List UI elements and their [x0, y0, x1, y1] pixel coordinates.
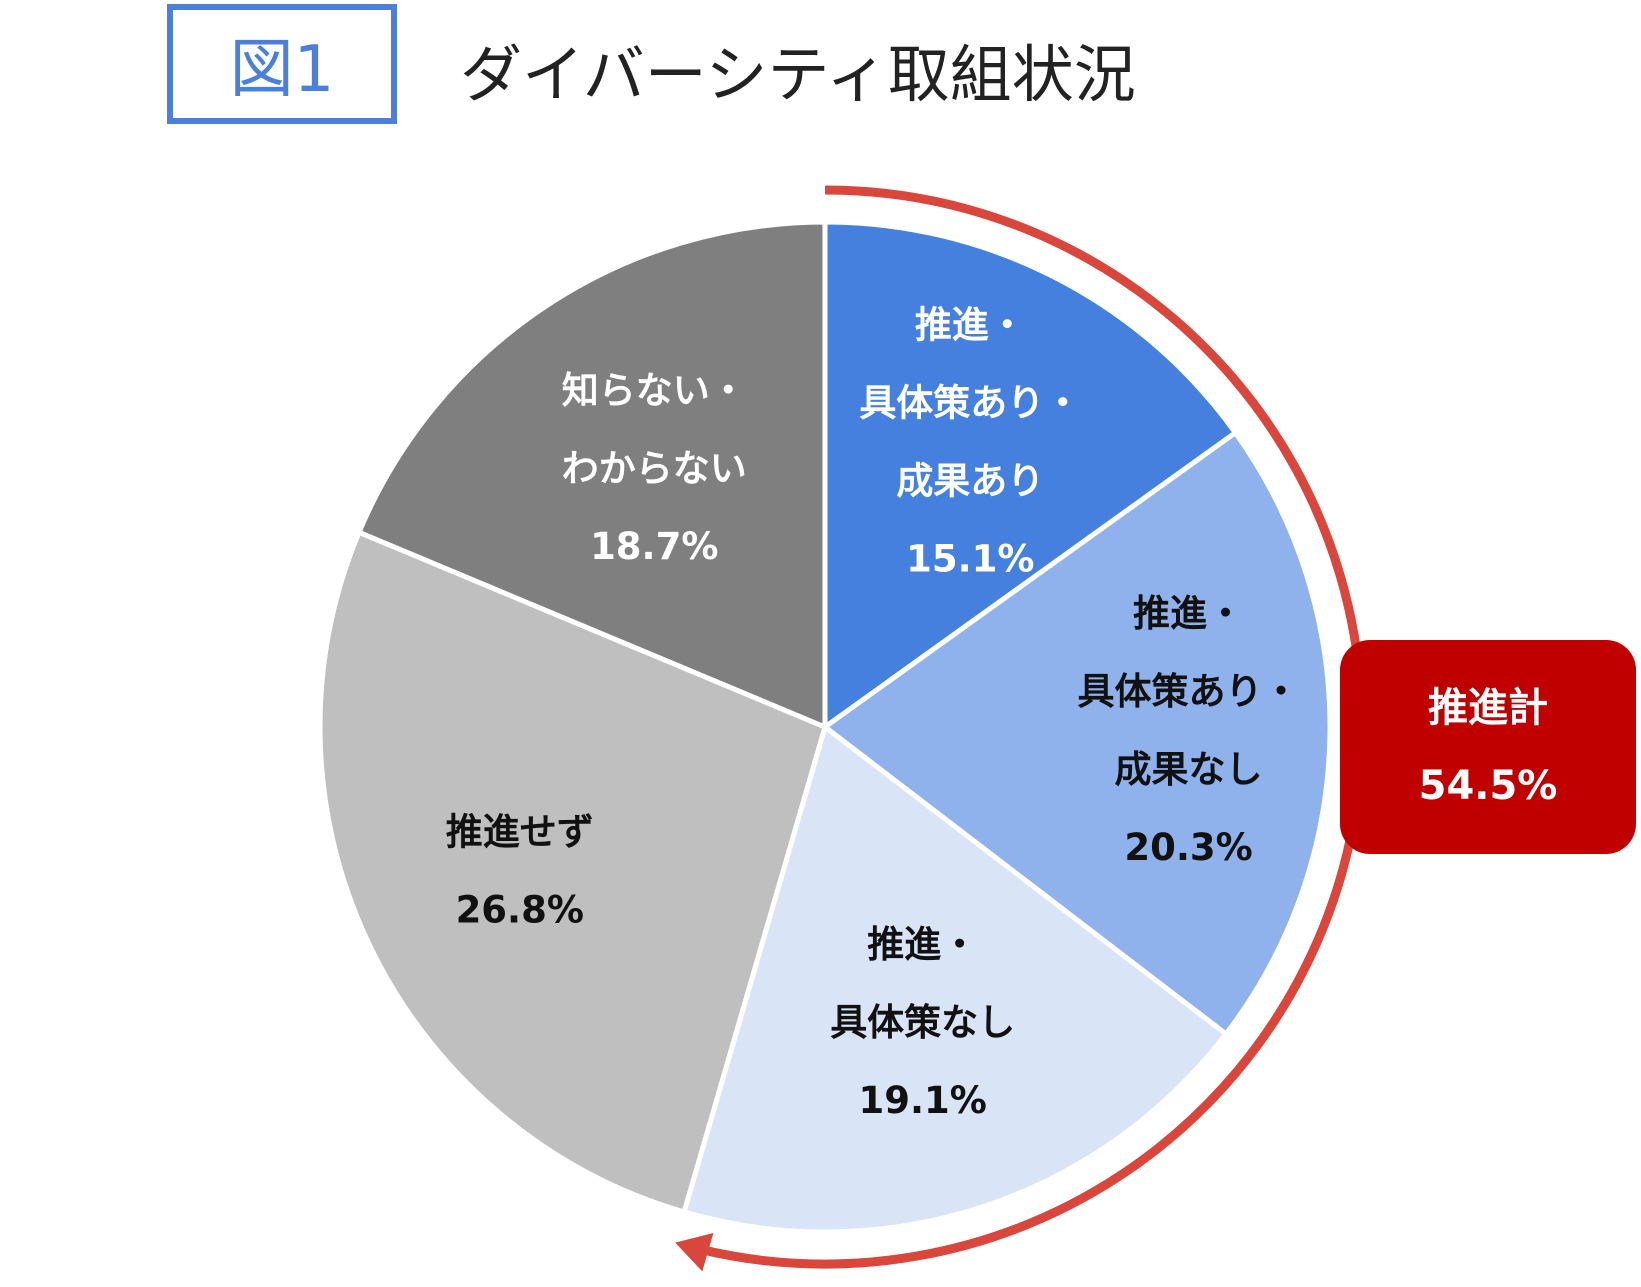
pie-slice-5	[355, 219, 828, 731]
slice-category-label: 知らない・	[562, 369, 747, 412]
pie-slice-4	[317, 529, 829, 1216]
slice-category-label: 具体策あり・	[1078, 670, 1300, 713]
slice-label-2: 推進・具体策あり・成果なし 20.3%	[1078, 592, 1300, 869]
slice-value-label: 19.1%	[859, 1079, 987, 1122]
slice-category-label: 具体策あり・	[859, 381, 1081, 424]
slice-value-label: 15.1%	[906, 537, 1034, 580]
total-callout-badge: 推進計 54.5%	[1340, 640, 1636, 854]
slice-label-4: 推進せず 26.8%	[446, 810, 594, 931]
pie-slice-1	[822, 219, 1239, 732]
pie-labels: 推進・具体策あり・成果あり 15.1%推進・具体策あり・成果なし 20.3%推進・具…	[446, 303, 1300, 1121]
total-arc-arrowhead	[675, 1232, 714, 1272]
figure-label: 図1	[167, 4, 397, 124]
slice-value-label: 20.3%	[1124, 826, 1252, 869]
slice-category-label: 推進・	[1133, 592, 1244, 635]
slice-label-1: 推進・具体策あり・成果あり 15.1%	[859, 303, 1081, 580]
pie-slices	[317, 219, 1333, 1235]
total-callout-label: 推進計	[1428, 685, 1548, 731]
slice-category-label: 推進せず	[446, 810, 594, 853]
slice-category-label: 成果あり	[896, 459, 1044, 502]
slice-category-label: わからない	[562, 447, 747, 490]
pie-slice-3	[681, 722, 1230, 1235]
slice-label-5: 知らない・わからない 18.7%	[562, 369, 747, 568]
slice-category-label: 具体策なし	[830, 1001, 1015, 1044]
pie-slice-2	[820, 429, 1333, 1038]
total-callout-value: 54.5%	[1418, 763, 1558, 809]
chart-title: ダイバーシティ取組状況	[460, 38, 1136, 111]
slice-category-label: 推進・	[915, 303, 1026, 346]
slice-category-label: 成果なし	[1115, 748, 1263, 791]
slice-category-label: 推進・	[867, 923, 978, 966]
slice-value-label: 26.8%	[456, 888, 584, 931]
slice-value-label: 18.7%	[590, 525, 718, 568]
slice-label-3: 推進・具体策なし 19.1%	[830, 923, 1015, 1122]
